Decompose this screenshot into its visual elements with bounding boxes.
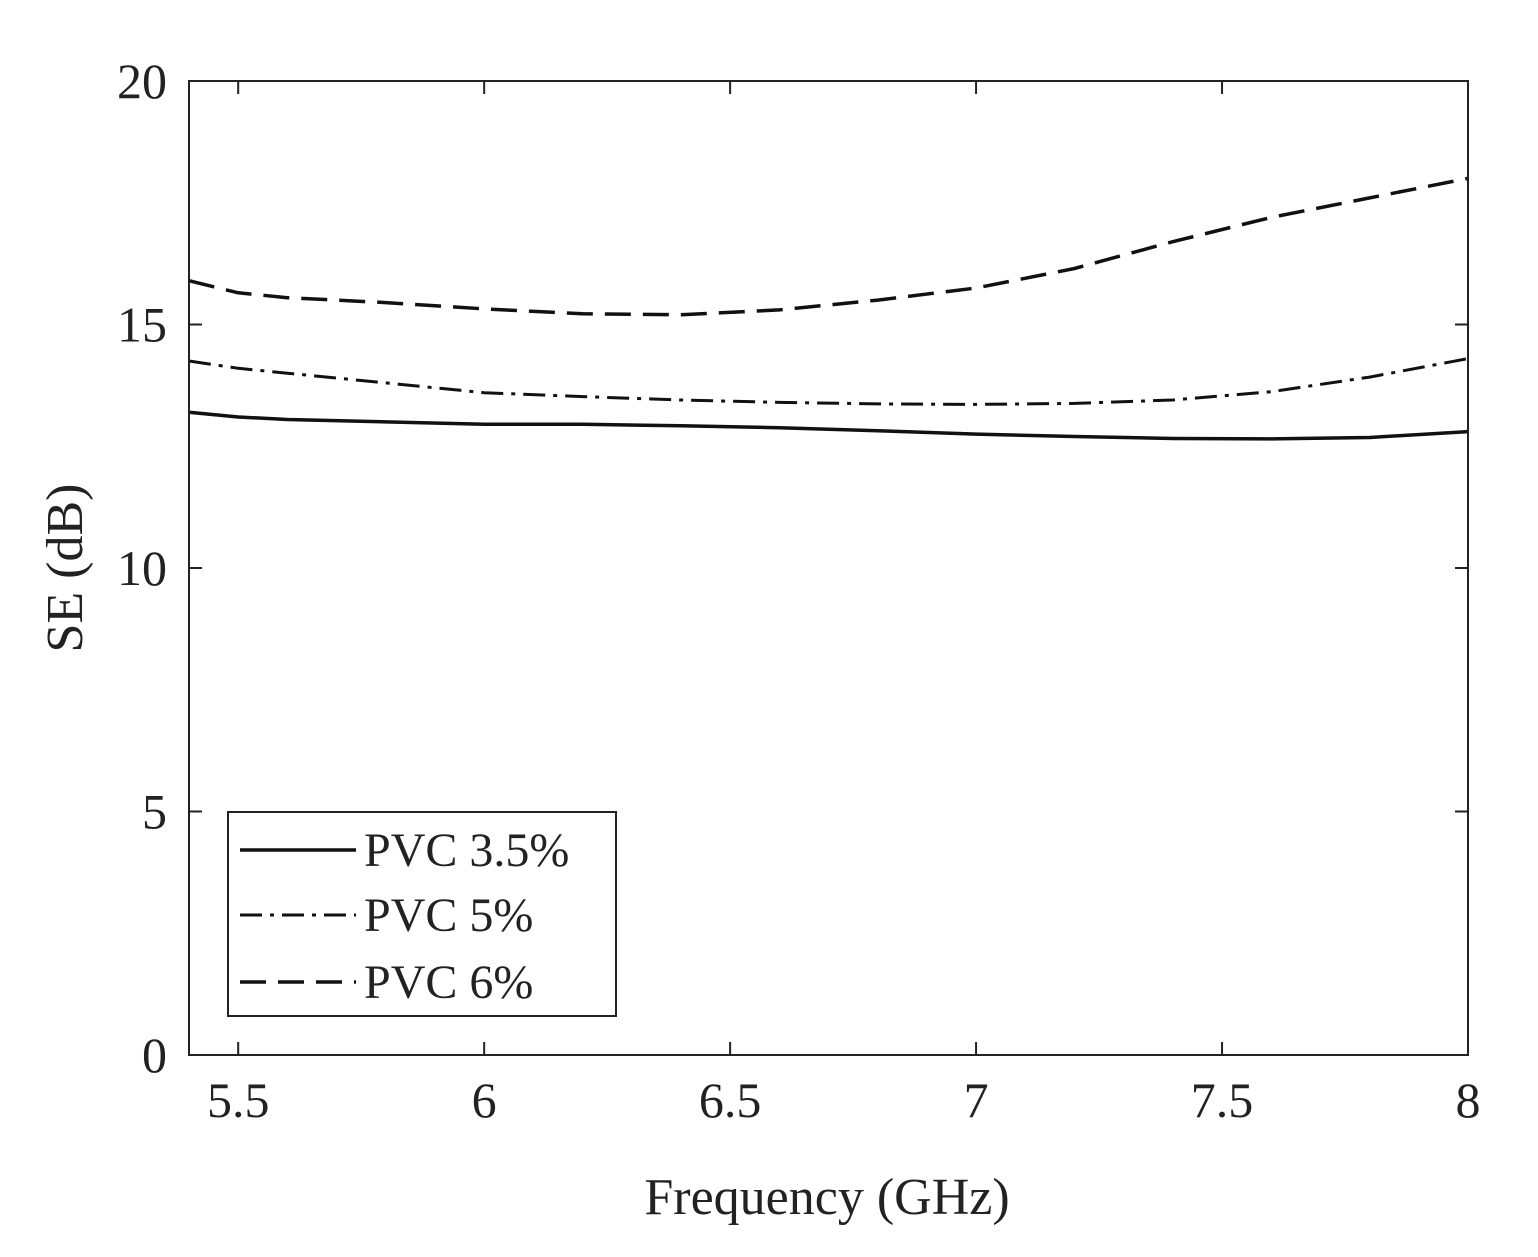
legend: PVC 3.5% PVC 5% PVC 6% [227,811,617,1017]
legend-label-pvc-6: PVC 6% [364,956,533,1009]
legend-label-pvc-5: PVC 5% [364,889,533,942]
x-tick-label: 8 [1456,1072,1481,1128]
x-tick-label: 5.5 [207,1072,270,1128]
x-tick-label: 7 [964,1072,989,1128]
plot-area [188,176,1469,441]
y-tick-label: 15 [117,297,167,353]
series-line-pvc-3-5 [188,410,1469,441]
series-line-pvc-6 [188,176,1469,317]
x-tick-label: 6.5 [699,1072,762,1128]
x-tick-label: 6 [472,1072,497,1128]
y-axis-title: SE (dB) [37,484,94,653]
y-tick-label: 10 [117,540,167,596]
legend-label-pvc-3-5: PVC 3.5% [364,824,569,877]
series-line-pvc-5 [188,357,1469,406]
y-tick-label: 5 [142,784,167,840]
x-axis-title: Frequency (GHz) [644,1169,1009,1226]
y-tick-label: 20 [117,53,167,109]
axes: 5.5 6 6.5 7 7.5 8 0 5 10 15 20 [117,53,1481,1128]
x-tick-label: 7.5 [1191,1072,1254,1128]
y-tick-label: 0 [142,1027,167,1083]
